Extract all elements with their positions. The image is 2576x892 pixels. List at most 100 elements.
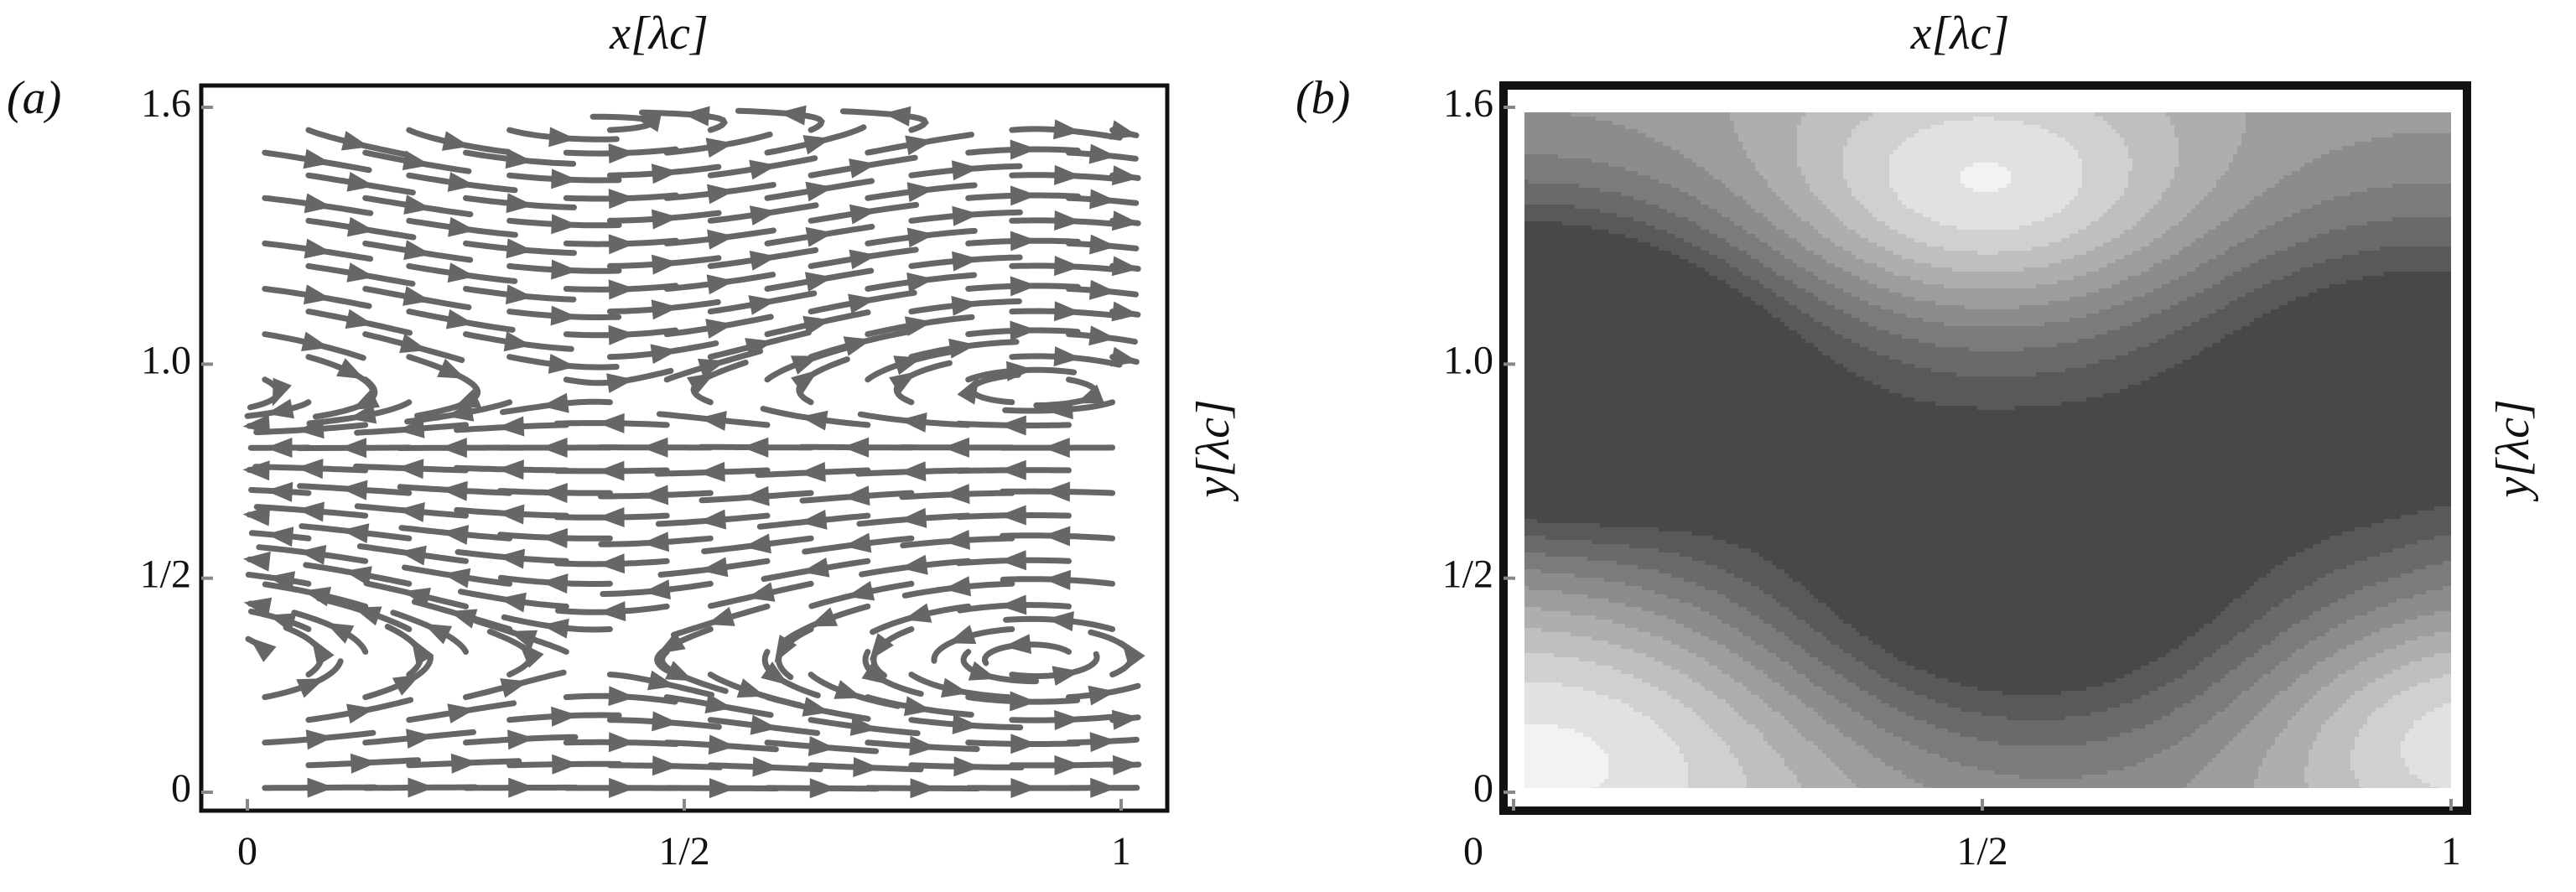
contour-band <box>2162 196 2205 201</box>
streamline <box>843 112 925 130</box>
contour-band <box>2078 150 2129 155</box>
arrowhead <box>791 370 818 394</box>
contour-band <box>1961 762 2137 767</box>
arrowhead <box>948 339 976 359</box>
contour-band <box>1524 536 1546 541</box>
contour-band <box>1524 737 1592 742</box>
contour-band <box>1944 121 2024 126</box>
contour-band <box>1524 498 2452 503</box>
contour-band <box>1730 188 1773 193</box>
contour-band <box>2183 787 2255 792</box>
contour-band <box>2355 666 2402 671</box>
contour-band <box>2367 720 2414 725</box>
contour-band <box>1524 209 1601 214</box>
contour-band <box>1789 301 1827 306</box>
arrowhead <box>265 438 292 458</box>
contour-band <box>2376 708 2435 713</box>
contour-band <box>1780 682 1815 687</box>
contour-band <box>2162 716 2213 721</box>
contour-band <box>2225 745 2272 750</box>
contour-band <box>1789 205 1827 210</box>
contour-band <box>2367 657 2423 662</box>
contour-band <box>2049 242 2104 247</box>
arrowhead <box>423 624 452 645</box>
contour-band <box>1726 280 1760 285</box>
contour-band <box>1948 703 2121 708</box>
contour-band <box>2346 226 2452 231</box>
contour-band <box>1696 196 1743 201</box>
arrowhead <box>834 680 862 699</box>
contour-band <box>2434 506 2452 511</box>
contour-band <box>1755 666 1794 671</box>
contour-band <box>2023 267 2100 272</box>
contour-band <box>2191 322 2251 327</box>
contour-band <box>1881 674 1936 679</box>
contour-band <box>2430 678 2452 683</box>
contour-band <box>1646 200 1701 205</box>
contour-band <box>2254 783 2309 788</box>
x-tick-label: 1/2 <box>658 829 709 874</box>
contour-band <box>2179 163 2230 168</box>
contour-band <box>1893 733 1961 738</box>
contour-band <box>1810 314 1852 319</box>
contour-band <box>1751 582 1802 587</box>
contour-band <box>1621 192 1689 197</box>
contour-band <box>1797 695 1836 700</box>
contour-band <box>1864 205 1907 210</box>
contour-band <box>2183 326 2242 331</box>
contour-band <box>2065 368 2167 373</box>
contour-band <box>1755 167 1802 172</box>
contour-band <box>1592 226 1655 231</box>
contour-band <box>1524 724 1559 729</box>
contour-band <box>2296 590 2355 595</box>
contour-band <box>1596 661 1664 666</box>
contour-band <box>2329 603 2389 608</box>
contour-band <box>1625 603 1693 608</box>
contour-band <box>1847 368 1932 373</box>
contour-band <box>2309 615 2355 620</box>
contour-band <box>1524 427 2452 432</box>
contour-band <box>2300 167 2452 172</box>
contour-band <box>1692 678 1735 683</box>
contour-band <box>1784 297 1819 302</box>
contour-band <box>1524 226 1592 231</box>
contour-band <box>2258 259 2326 264</box>
contour-band <box>1747 200 1785 205</box>
contour-band <box>2438 787 2452 792</box>
contour-band <box>2187 297 2238 302</box>
contour-band <box>2132 163 2179 168</box>
contour-band <box>2124 255 2171 260</box>
contour-band <box>1868 636 2188 641</box>
arrowhead <box>325 623 354 644</box>
contour-band <box>1952 267 2024 272</box>
contour-band <box>1684 154 1748 159</box>
contour-band <box>2241 326 2452 331</box>
contour-band <box>1944 284 2037 289</box>
arrowhead <box>1010 692 1036 712</box>
contour-band <box>1738 653 1777 658</box>
contour-band <box>1793 578 2259 583</box>
contour-band <box>1696 653 1739 658</box>
contour-band <box>1914 238 2062 243</box>
contour-band <box>1801 117 1869 122</box>
arrowhead <box>448 217 475 237</box>
contour-band <box>2086 687 2158 692</box>
contour-band <box>1680 645 1727 650</box>
contour-band <box>1722 179 1768 184</box>
contour-band <box>1776 749 1823 755</box>
contour-band <box>1805 737 1852 742</box>
contour-band <box>1965 167 2007 172</box>
contour-band <box>2371 632 2435 637</box>
contour-band <box>2409 661 2452 666</box>
arrowhead <box>709 778 736 798</box>
contour-band <box>1730 674 1768 679</box>
contour-band <box>2430 783 2452 788</box>
contour-band <box>1738 628 1777 633</box>
arrowhead <box>844 336 872 355</box>
contour-band <box>1902 255 2075 260</box>
contour-band <box>1772 188 1810 193</box>
contour-band <box>1801 171 1844 176</box>
contour-band <box>1814 708 1852 713</box>
contour-band <box>1524 280 1727 285</box>
contour-band <box>1768 309 1802 314</box>
